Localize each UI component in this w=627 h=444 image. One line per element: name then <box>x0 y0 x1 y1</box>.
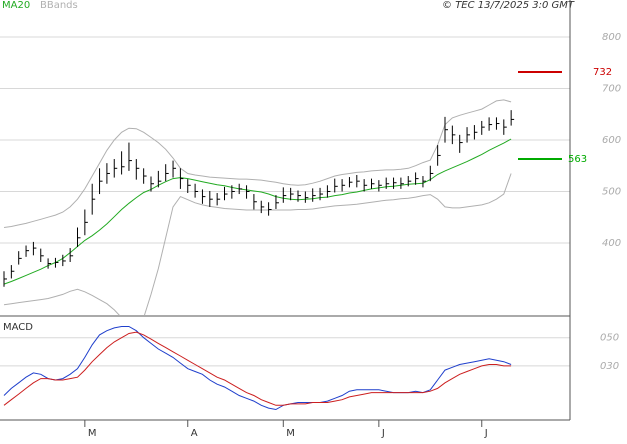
y-tick-label: 030 <box>600 361 619 372</box>
y-tick-label: 800 <box>602 32 621 43</box>
y-tick-label: 600 <box>602 135 621 146</box>
x-tick-label: A <box>191 428 198 439</box>
credit: © TEC 13/7/2025 3:0 GMT <box>442 0 575 11</box>
legend-ma: MA20 <box>2 0 30 11</box>
y-tick-label: 400 <box>602 238 621 249</box>
ma-line <box>3 138 512 285</box>
x-tick-label: J <box>381 428 385 439</box>
bband-upper <box>3 99 512 228</box>
x-tick-label: M <box>88 428 97 439</box>
x-tick-label: M <box>286 428 295 439</box>
price-panel <box>3 99 515 315</box>
x-tick-label: J <box>484 428 488 439</box>
macd-title: MACD <box>3 322 33 333</box>
legend-bbands: BBands <box>40 0 78 11</box>
level-label: 563 <box>568 154 587 165</box>
signal-line <box>3 331 512 406</box>
bband-lower <box>3 173 512 315</box>
y-tick-label: 050 <box>600 333 619 344</box>
level-label: 732 <box>593 67 612 78</box>
macd-panel <box>3 326 512 411</box>
y-tick-label: 500 <box>602 186 621 197</box>
y-tick-label: 700 <box>602 84 621 95</box>
macd-line <box>3 326 512 411</box>
